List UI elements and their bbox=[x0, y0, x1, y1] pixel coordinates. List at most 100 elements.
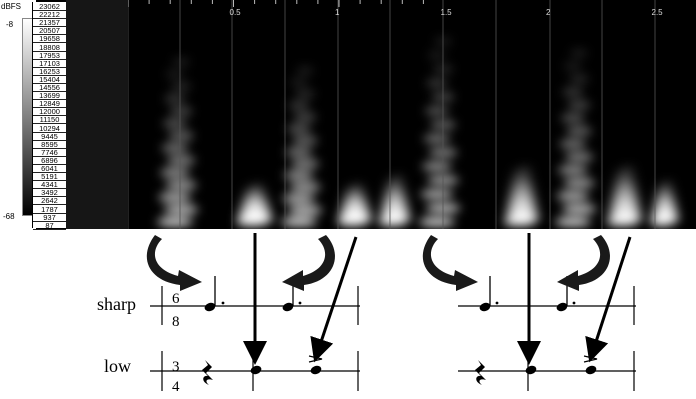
colorbar-area: dBFS -8 -68 bbox=[0, 0, 36, 229]
spectral-energy bbox=[568, 75, 590, 84]
spectral-energy bbox=[292, 136, 318, 145]
row-label-low: low bbox=[104, 356, 131, 376]
note-head bbox=[204, 302, 216, 312]
note-head bbox=[282, 302, 294, 312]
spectral-energy bbox=[557, 166, 589, 175]
curved-arrow-right bbox=[146, 235, 202, 291]
frequency-label: 14556 bbox=[33, 83, 66, 92]
frequency-label: 937 bbox=[33, 213, 66, 222]
frequency-label: 7746 bbox=[33, 148, 66, 157]
time-tick-label: 1.5 bbox=[441, 8, 453, 17]
frequency-label: 18808 bbox=[33, 43, 66, 52]
spectral-energy bbox=[556, 192, 590, 201]
frequency-label: 15404 bbox=[33, 75, 66, 84]
colorbar-unit-label: dBFS bbox=[1, 2, 22, 11]
accent-mark bbox=[308, 355, 323, 363]
spectral-energy bbox=[250, 183, 266, 192]
spectral-energy bbox=[566, 127, 592, 136]
spectral-energy bbox=[424, 106, 450, 115]
time-tick-label: 2 bbox=[546, 8, 551, 17]
frequency-label: 13699 bbox=[33, 91, 66, 101]
colorbar-bottom-value: -68 bbox=[3, 212, 15, 221]
note-dot bbox=[221, 301, 225, 305]
spectral-energy bbox=[281, 218, 317, 226]
frequency-label: 23062 bbox=[33, 2, 66, 11]
curved-arrow-left bbox=[282, 235, 335, 291]
spectral-energy bbox=[296, 66, 314, 75]
spectral-energy bbox=[570, 49, 588, 58]
spectral-energy bbox=[170, 82, 192, 91]
spectral-energy bbox=[159, 168, 191, 177]
row-label-sharp: sharp bbox=[97, 294, 136, 314]
note-head bbox=[310, 365, 322, 375]
spectral-energy bbox=[391, 174, 405, 183]
spectral-energy bbox=[163, 205, 199, 214]
spectral-energy bbox=[426, 79, 448, 88]
notation-diagram bbox=[146, 233, 636, 391]
quarter-rest bbox=[475, 360, 486, 385]
curved-arrow-right bbox=[422, 235, 478, 291]
frequency-label: 6041 bbox=[33, 164, 66, 173]
spectral-energy bbox=[288, 101, 310, 110]
spectrogram-margin bbox=[66, 0, 128, 229]
spectral-energy bbox=[162, 119, 188, 128]
spectral-energy bbox=[290, 159, 320, 168]
frequency-label: 6896 bbox=[33, 156, 66, 165]
spectral-energy bbox=[286, 124, 312, 133]
frequency-label: 1787 bbox=[33, 205, 66, 214]
time-tick-label: 2.5 bbox=[652, 8, 664, 17]
spectral-energy bbox=[567, 101, 591, 110]
spectral-energy bbox=[172, 57, 190, 66]
frequency-label: 17953 bbox=[33, 51, 66, 60]
spectral-energy bbox=[517, 165, 533, 174]
spectral-energy bbox=[423, 134, 451, 143]
note-group-upper bbox=[204, 276, 576, 312]
note-head bbox=[585, 365, 597, 375]
spectral-energy bbox=[165, 70, 185, 79]
spectral-energy bbox=[169, 107, 193, 116]
frequency-label: 17103 bbox=[33, 59, 66, 68]
spectral-energy bbox=[420, 190, 454, 199]
accent-mark bbox=[583, 355, 598, 363]
note-head bbox=[479, 302, 491, 312]
spectral-energy bbox=[563, 179, 595, 188]
frequency-label: 4341 bbox=[33, 180, 66, 190]
spectral-energy bbox=[158, 193, 192, 202]
frequency-label: 8595 bbox=[33, 140, 66, 149]
spectral-energy bbox=[563, 62, 583, 71]
spectral-energy bbox=[620, 165, 636, 174]
quarter-rest bbox=[202, 360, 213, 385]
spectrogram-plot: 0.5 1 1.5 2 2.5 bbox=[127, 0, 680, 229]
spectral-energy bbox=[285, 148, 313, 157]
spectral-energy bbox=[282, 194, 316, 203]
note-head bbox=[250, 365, 262, 375]
time-tick-label: 1 bbox=[335, 8, 340, 17]
note-dot bbox=[572, 301, 576, 305]
time-tick-label: 0.5 bbox=[230, 8, 242, 17]
frequency-label: 12000 bbox=[33, 107, 66, 117]
frequency-label: 5191 bbox=[33, 172, 66, 182]
spectral-energy bbox=[561, 205, 597, 214]
spectral-energy bbox=[166, 156, 196, 165]
spectral-energy bbox=[165, 181, 197, 190]
spectral-energy bbox=[555, 218, 591, 226]
mapping-arrow-diagonal bbox=[585, 236, 632, 363]
frequency-label: 20507 bbox=[33, 26, 66, 36]
frequency-label: 10294 bbox=[33, 124, 66, 133]
spectral-energy bbox=[560, 114, 586, 123]
frequency-label: 16253 bbox=[33, 67, 66, 76]
spectral-energy bbox=[289, 183, 321, 192]
spectral-energy bbox=[427, 51, 447, 60]
time-signature-lower-numerator: 3 bbox=[172, 359, 180, 375]
spectral-energy bbox=[564, 153, 594, 162]
frequency-label: 87 bbox=[33, 221, 66, 230]
frequency-label: 3492 bbox=[33, 188, 66, 198]
spectral-energy bbox=[662, 180, 674, 189]
note-dot bbox=[298, 301, 302, 305]
spectral-energy bbox=[559, 140, 587, 149]
time-signature-lower-denominator: 4 bbox=[172, 379, 180, 395]
frequency-label: 12849 bbox=[33, 99, 66, 109]
spectral-energy bbox=[287, 206, 323, 215]
spectral-energy bbox=[562, 88, 584, 97]
frequency-axis: 23062 22212 21357 20507 19658 18808 17953 17103… bbox=[32, 2, 67, 230]
